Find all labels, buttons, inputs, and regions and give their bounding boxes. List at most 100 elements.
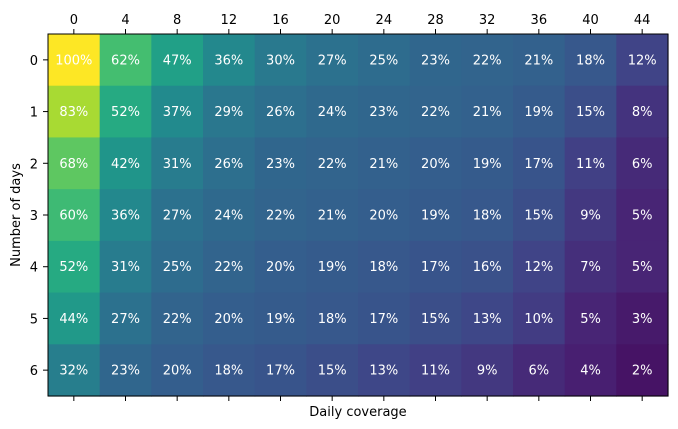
heatmap-cell: [203, 344, 256, 397]
cell-value-label: 6%: [529, 364, 550, 379]
cell-value-label: 18%: [369, 260, 398, 275]
heatmap-cell-labels: 100% 62% 47% 36% 30% 27% 25% 23% 22% 21% 18% 12% 83%…: [55, 53, 656, 378]
cell-value-label: 22%: [266, 209, 295, 224]
x-tick-label: 16: [272, 13, 289, 28]
heatmap-cell: [48, 240, 101, 294]
cell-value-label: 2%: [632, 364, 653, 379]
x-tick-label: 4: [121, 13, 129, 28]
heatmap-cell: [564, 34, 617, 87]
cell-value-label: 23%: [369, 105, 398, 120]
cell-value-label: 18%: [473, 209, 502, 224]
y-tick-label: 6: [30, 364, 38, 379]
cell-value-label: 26%: [266, 105, 295, 120]
heatmap-cell: [409, 85, 462, 139]
heatmap-cell: [513, 189, 566, 242]
heatmap-cell: [254, 189, 307, 242]
cell-value-label: 37%: [163, 105, 192, 120]
heatmap-cell: [203, 137, 256, 190]
heatmap-cell: [461, 240, 514, 294]
cell-value-label: 21%: [318, 209, 347, 224]
cell-value-label: 11%: [421, 364, 450, 379]
cell-value-label: 9%: [477, 364, 498, 379]
heatmap-cell: [203, 85, 256, 139]
cell-value-label: 6%: [632, 157, 653, 172]
heatmap-cell: [461, 85, 514, 139]
cell-value-label: 15%: [421, 312, 450, 327]
cell-value-label: 12%: [524, 260, 553, 275]
x-tick-label: 12: [221, 13, 238, 28]
cell-value-label: 17%: [421, 260, 450, 275]
cell-value-label: 12%: [628, 53, 657, 68]
heatmap-cell: [306, 189, 359, 242]
cell-value-label: 27%: [111, 312, 140, 327]
heatmap-cell: [48, 292, 101, 345]
cell-value-label: 3%: [632, 312, 653, 327]
heatmap-cell: [99, 189, 152, 242]
cell-value-label: 31%: [111, 260, 140, 275]
x-tick-label: 32: [479, 13, 496, 28]
heatmap-cell: [616, 137, 669, 190]
cell-value-label: 20%: [163, 364, 192, 379]
x-tick-label: 44: [634, 13, 651, 28]
heatmap-cell: [358, 344, 411, 397]
cell-value-label: 23%: [111, 364, 140, 379]
cell-value-label: 27%: [163, 209, 192, 224]
heatmap-cell: [409, 34, 462, 87]
x-axis-label: Daily coverage: [309, 405, 406, 420]
heatmap-cell: [99, 137, 152, 190]
heatmap-cell: [564, 189, 617, 242]
heatmap-cell: [151, 189, 204, 242]
cell-value-label: 36%: [111, 209, 140, 224]
heatmap-cell: [616, 344, 669, 397]
cell-value-label: 22%: [214, 260, 243, 275]
cell-value-label: 44%: [59, 312, 88, 327]
cell-value-label: 36%: [214, 53, 243, 68]
cell-value-label: 13%: [369, 364, 398, 379]
x-axis-ticks: 0 4 8 12 16 20 24 28 32 36 40 44: [70, 13, 651, 401]
y-tick-label: 0: [30, 54, 38, 69]
heatmap-cell: [306, 292, 359, 345]
cell-value-label: 21%: [473, 105, 502, 120]
heatmap-cell: [151, 292, 204, 345]
heatmap-cell: [254, 292, 307, 345]
heatmap-cell: [358, 240, 411, 294]
heatmap-cell: [306, 85, 359, 139]
heatmap-cell: [151, 240, 204, 294]
heatmap-cell: [203, 292, 256, 345]
cell-value-label: 22%: [421, 105, 450, 120]
y-tick-label: 2: [30, 157, 38, 172]
cell-value-label: 20%: [266, 260, 295, 275]
cell-value-label: 22%: [318, 157, 347, 172]
heatmap-cell: [564, 137, 617, 190]
cell-value-label: 22%: [163, 312, 192, 327]
cell-value-label: 10%: [524, 312, 553, 327]
cell-value-label: 9%: [580, 209, 601, 224]
cell-value-label: 23%: [266, 157, 295, 172]
cell-value-label: 62%: [111, 53, 140, 68]
cell-value-label: 42%: [111, 157, 140, 172]
heatmap-cell: [358, 292, 411, 345]
cell-value-label: 18%: [318, 312, 347, 327]
cell-value-label: 7%: [580, 260, 601, 275]
heatmap-cell: [358, 189, 411, 242]
heatmap-cell: [461, 344, 514, 397]
heatmap-cell: [254, 34, 307, 87]
y-tick-label: 5: [30, 312, 38, 327]
cell-value-label: 30%: [266, 53, 295, 68]
cell-value-label: 27%: [318, 53, 347, 68]
heatmap-cell: [616, 292, 669, 345]
heatmap-cell: [48, 85, 101, 139]
heatmap-cell: [151, 344, 204, 397]
cell-value-label: 17%: [369, 312, 398, 327]
cell-value-label: 29%: [214, 105, 243, 120]
heatmap-cell: [306, 240, 359, 294]
cell-value-label: 22%: [473, 53, 502, 68]
x-tick-label: 36: [531, 13, 548, 28]
heatmap-cell: [99, 34, 152, 87]
cell-value-label: 19%: [524, 105, 553, 120]
cell-value-label: 25%: [369, 53, 398, 68]
x-tick-label: 40: [582, 13, 599, 28]
heatmap-cell: [99, 85, 152, 139]
heatmap-cell: [616, 189, 669, 242]
